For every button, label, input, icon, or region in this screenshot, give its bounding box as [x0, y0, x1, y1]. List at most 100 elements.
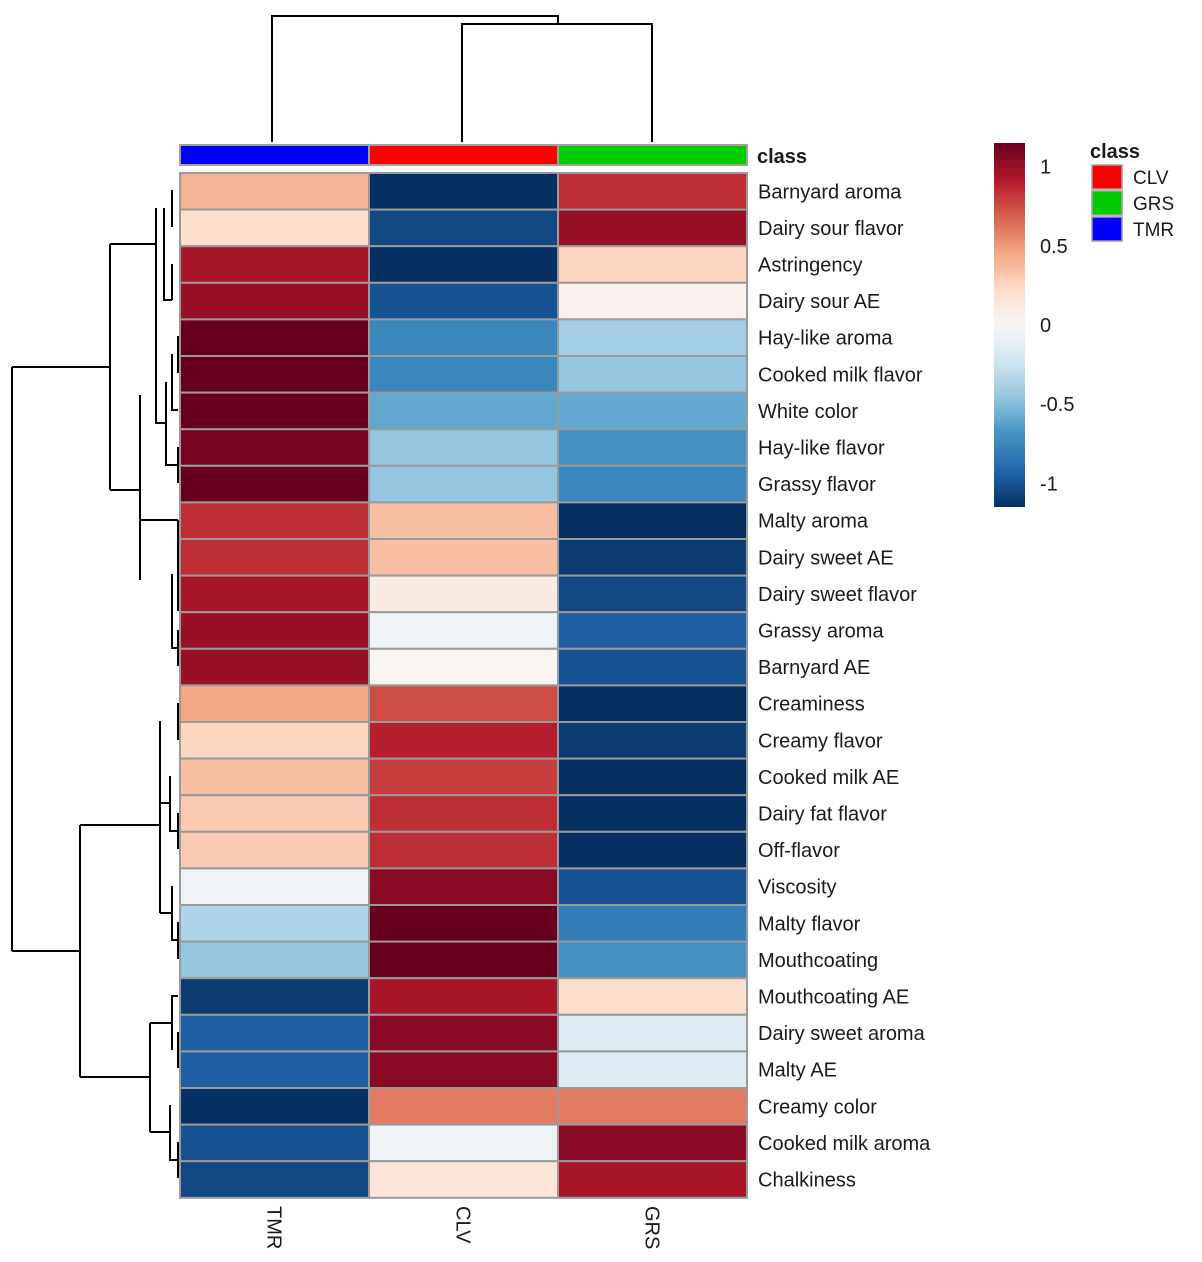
heatmap-cell-grassy-flavor-tmr — [179, 464, 370, 504]
heatmap-cell-grassy-aroma-grs — [557, 611, 748, 650]
row-label-malty-ae: Malty AE — [758, 1060, 837, 1082]
heatmap-cell-creaminess-clv — [368, 684, 559, 724]
heatmap-cell-malty-aroma-grs — [557, 501, 748, 540]
column-label-clv: CLV — [452, 1206, 474, 1244]
column-label-grs: GRS — [641, 1206, 663, 1249]
class-legend-label-tmr: TMR — [1133, 220, 1174, 241]
row-label-cooked-milk-aroma: Cooked milk aroma — [758, 1133, 931, 1155]
heatmap-cell-off-flavor-clv — [368, 830, 559, 870]
color-scale-tick-label: 0.5 — [1040, 236, 1068, 258]
heatmap-cell-creamy-flavor-clv — [368, 721, 559, 760]
heatmap-cell-mouthcoating-ae-tmr — [179, 977, 370, 1016]
row-label-dairy-sour-flavor: Dairy sour flavor — [758, 218, 904, 240]
row-label-dairy-sweet-aroma: Dairy sweet aroma — [758, 1023, 926, 1045]
heatmap-cell-viscosity-tmr — [179, 867, 370, 907]
heatmap-cell-astringency-grs — [557, 245, 748, 284]
column-dendrogram — [271, 15, 653, 142]
class-annotation-bar — [179, 144, 748, 166]
heatmap-cell-hay-like-aroma-grs — [557, 318, 748, 357]
heatmap-cell-cooked-milk-aroma-clv — [368, 1123, 559, 1163]
row-label-dairy-sweet-ae: Dairy sweet AE — [758, 547, 894, 569]
class-legend-swatch-grs — [1091, 190, 1123, 216]
heatmap-cell-barnyard-ae-clv — [368, 647, 559, 687]
heatmap-cell-cooked-milk-aroma-tmr — [179, 1123, 370, 1163]
heatmap-cell-grassy-aroma-tmr — [179, 611, 370, 650]
heatmap-cell-grassy-flavor-clv — [368, 464, 559, 504]
heatmap-cell-hay-like-flavor-clv — [368, 428, 559, 467]
heatmap-cell-malty-flavor-clv — [368, 904, 559, 943]
heatmap-cell-creaminess-grs — [557, 684, 748, 724]
heatmap-cell-dairy-sour-flavor-clv — [368, 208, 559, 248]
heatmap-cell-chalkiness-clv — [368, 1160, 559, 1199]
heatmap-cell-dairy-sour-ae-tmr — [179, 281, 370, 321]
row-label-mouthcoating-ae: Mouthcoating AE — [758, 987, 909, 1009]
class-legend-title: class — [1090, 141, 1140, 163]
heatmap-cell-astringency-clv — [368, 245, 559, 284]
heatmap-cell-mouthcoating-clv — [368, 940, 559, 980]
heatmap-cell-malty-flavor-grs — [557, 904, 748, 943]
heatmap-cell-mouthcoating-grs — [557, 940, 748, 980]
row-label-chalkiness: Chalkiness — [758, 1170, 856, 1192]
column-label-tmr: TMR — [263, 1206, 285, 1249]
color-scale-tick-label: 1 — [1040, 157, 1051, 179]
heatmap-cell-dairy-fat-flavor-grs — [557, 794, 748, 833]
row-label-hay-like-aroma: Hay-like aroma — [758, 328, 893, 350]
color-scale-tick-label: -0.5 — [1040, 394, 1074, 416]
heatmap-cell-white-color-clv — [368, 391, 559, 431]
heatmap-cell-mouthcoating-ae-clv — [368, 977, 559, 1016]
heatmap-cell-cooked-milk-ae-tmr — [179, 757, 370, 797]
heatmap-cell-dairy-sweet-ae-tmr — [179, 538, 370, 577]
heatmap-cell-dairy-sour-flavor-grs — [557, 208, 748, 248]
heatmap-cell-dairy-sour-ae-grs — [557, 281, 748, 321]
class-legend-label-grs: GRS — [1133, 194, 1174, 215]
heatmap-cell-barnyard-aroma-grs — [557, 172, 748, 211]
row-label-malty-aroma: Malty aroma — [758, 511, 869, 533]
heatmap-cell-cooked-milk-ae-grs — [557, 757, 748, 797]
heatmap-cell-off-flavor-tmr — [179, 830, 370, 870]
row-label-grassy-aroma: Grassy aroma — [758, 621, 884, 643]
heatmap-cell-cooked-milk-flavor-clv — [368, 355, 559, 394]
color-scale-tick-label: -1 — [1040, 473, 1058, 495]
heatmap-cell-dairy-sweet-aroma-clv — [368, 1013, 559, 1053]
heatmap-cell-dairy-sweet-flavor-tmr — [179, 574, 370, 614]
row-label-cooked-milk-flavor: Cooked milk flavor — [758, 364, 923, 386]
row-dendrogram — [11, 190, 179, 1178]
row-label-off-flavor: Off-flavor — [758, 840, 840, 862]
heatmap-cell-creamy-color-tmr — [179, 1087, 370, 1126]
heatmap-cell-dairy-fat-flavor-tmr — [179, 794, 370, 833]
heatmap-cell-hay-like-flavor-tmr — [179, 428, 370, 467]
heatmap-cell-creaminess-tmr — [179, 684, 370, 724]
heatmap-cell-mouthcoating-tmr — [179, 940, 370, 980]
heatmap-cell-viscosity-clv — [368, 867, 559, 907]
heatmap-cell-dairy-sweet-aroma-grs — [557, 1013, 748, 1053]
heatmap-cell-white-color-grs — [557, 391, 748, 431]
heatmap-cell-dairy-sweet-flavor-clv — [368, 574, 559, 614]
class-annotation-label: class — [757, 146, 807, 168]
heatmap-cell-hay-like-aroma-tmr — [179, 318, 370, 357]
heatmap-cell-creamy-color-clv — [368, 1087, 559, 1126]
row-label-dairy-fat-flavor: Dairy fat flavor — [758, 804, 887, 826]
heatmap-cell-malty-ae-clv — [368, 1050, 559, 1090]
heatmap-cell-dairy-sour-flavor-tmr — [179, 208, 370, 248]
heatmap-cell-grassy-aroma-clv — [368, 611, 559, 650]
column-labels: TMR CLV GRS — [263, 1206, 663, 1249]
heatmap-cell-cooked-milk-aroma-grs — [557, 1123, 748, 1163]
class-legend-label-clv: CLV — [1133, 168, 1169, 189]
class-bar-grs — [557, 144, 748, 166]
heatmap-cell-grassy-flavor-grs — [557, 464, 748, 504]
heatmap-cell-cooked-milk-ae-clv — [368, 757, 559, 797]
heatmap-cell-chalkiness-grs — [557, 1160, 748, 1199]
heatmap-cell-malty-ae-grs — [557, 1050, 748, 1090]
class-bar-tmr — [179, 144, 370, 166]
heatmap-cell-dairy-sour-ae-clv — [368, 281, 559, 321]
heatmap-cell-barnyard-ae-tmr — [179, 647, 370, 687]
heatmap-cell-off-flavor-grs — [557, 830, 748, 870]
heatmap-cell-creamy-color-grs — [557, 1087, 748, 1126]
row-label-viscosity: Viscosity — [758, 877, 837, 899]
color-scale-tick-label: 0 — [1040, 315, 1051, 337]
heatmap-cell-astringency-tmr — [179, 245, 370, 284]
row-label-hay-like-flavor: Hay-like flavor — [758, 438, 885, 460]
heatmap-cell-dairy-fat-flavor-clv — [368, 794, 559, 833]
heatmap-cell-mouthcoating-ae-grs — [557, 977, 748, 1016]
